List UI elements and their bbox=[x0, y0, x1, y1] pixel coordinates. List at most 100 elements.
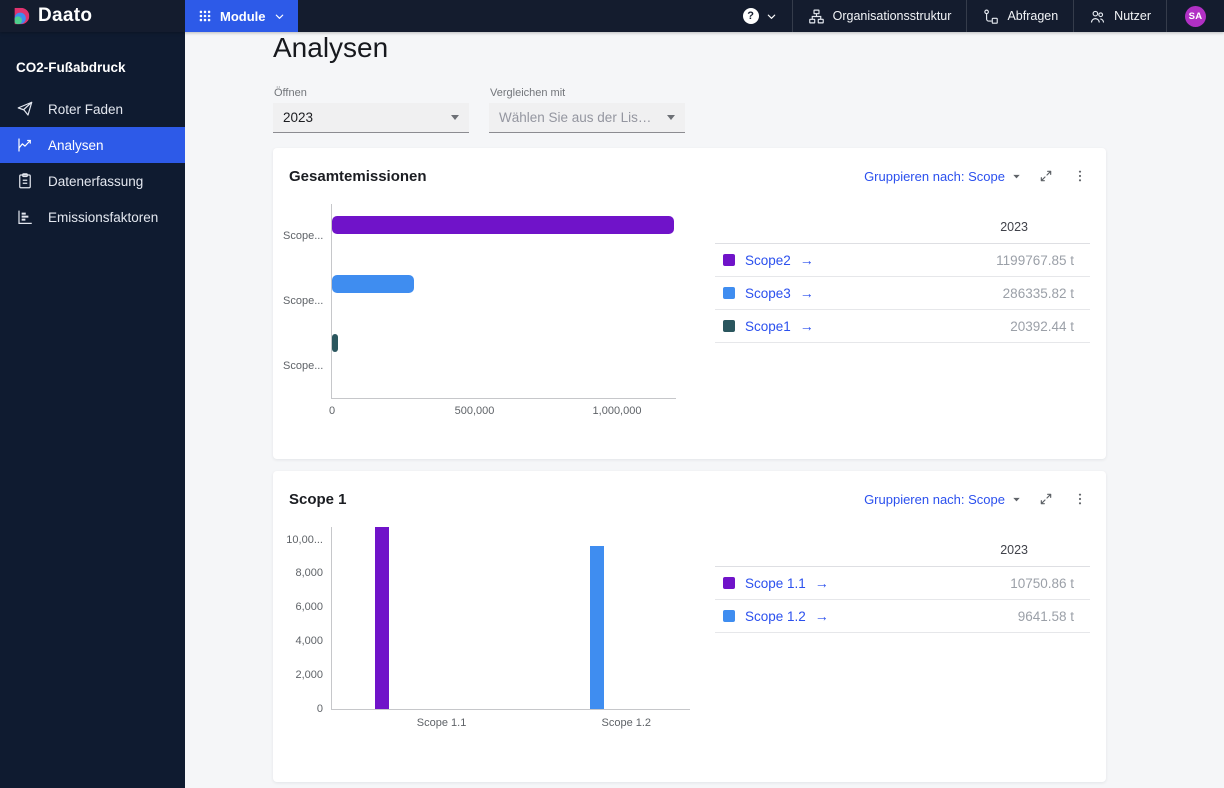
topnav-label: Abfragen bbox=[1007, 9, 1059, 23]
card-body: Scope 1.1 Scope 1.2 0 2,000 4,000 6,000 8,000 1… bbox=[286, 511, 1090, 729]
table-row-label: Scope 1.1 → bbox=[723, 575, 1010, 591]
avatar-cell: SA bbox=[1166, 0, 1224, 32]
caret-down-icon bbox=[1011, 171, 1022, 182]
sidebar-item-label: Emissionsfaktoren bbox=[48, 209, 159, 225]
card-body: Scope... Scope... Scope... 0 500,000 1,000,00… bbox=[283, 188, 1090, 417]
sidebar-item-label: Analysen bbox=[48, 137, 104, 153]
queries-icon bbox=[982, 8, 999, 25]
bar-scope-1-2[interactable] bbox=[589, 546, 604, 709]
topnav-organisationsstruktur[interactable]: Organisationsstruktur bbox=[791, 0, 967, 32]
series-link-scope1[interactable]: Scope1 → bbox=[745, 318, 814, 334]
card-actions: Gruppieren nach: Scope bbox=[864, 489, 1090, 509]
series-name: Scope3 bbox=[745, 285, 791, 301]
card-header: Scope 1 Gruppieren nach: Scope bbox=[289, 487, 1090, 511]
category-label: Scope 1.2 bbox=[601, 717, 652, 729]
line-chart-icon bbox=[16, 136, 34, 154]
help-menu[interactable]: ? bbox=[728, 0, 792, 32]
series-name: Scope2 bbox=[745, 252, 791, 268]
card-gesamtemissionen: Gesamtemissionen Gruppieren nach: Scope bbox=[273, 148, 1106, 459]
series-color-swatch bbox=[723, 287, 735, 299]
series-name: Scope 1.1 bbox=[745, 575, 806, 591]
daato-logo-icon bbox=[12, 7, 31, 26]
compare-select-placeholder: Wählen Sie aus der Liste a... bbox=[499, 110, 655, 125]
chart-container: Scope... Scope... Scope... 0 500,000 1,000,00… bbox=[283, 204, 709, 417]
group-by-dropdown[interactable]: Gruppieren nach: Scope bbox=[864, 169, 1022, 184]
table-year-header: 2023 bbox=[1000, 542, 1028, 557]
topnav-label: Organisationsstruktur bbox=[832, 9, 952, 23]
compare-field-label: Vergleichen mit bbox=[490, 87, 566, 99]
sidebar-item-roter-faden[interactable]: Roter Faden bbox=[0, 91, 185, 127]
caret-down-icon bbox=[451, 115, 459, 120]
help-icon: ? bbox=[742, 8, 759, 24]
brand-logo[interactable]: Daato bbox=[0, 0, 185, 32]
bar-scope-1-1[interactable] bbox=[374, 527, 389, 709]
x-axis-tick-label: 1,000,000 bbox=[592, 405, 642, 417]
sidebar-item-label: Roter Faden bbox=[48, 101, 124, 117]
y-axis-tick-label: 10,00... bbox=[286, 533, 323, 546]
series-link-scope3[interactable]: Scope3 → bbox=[745, 285, 814, 301]
page-title: Analysen bbox=[273, 32, 389, 63]
caret-down-icon bbox=[667, 115, 675, 120]
table-year-header: 2023 bbox=[1000, 219, 1028, 234]
series-link-scope2[interactable]: Scope2 → bbox=[745, 252, 814, 268]
topnav-abfragen[interactable]: Abfragen bbox=[966, 0, 1073, 32]
series-link-scope-1-2[interactable]: Scope 1.2 → bbox=[745, 608, 829, 624]
compare-select[interactable]: Wählen Sie aus der Liste a... bbox=[489, 103, 685, 133]
table-row: Scope2 → 1199767.85 t bbox=[715, 244, 1090, 277]
group-by-dropdown[interactable]: Gruppieren nach: Scope bbox=[864, 492, 1022, 507]
brand-name: Daato bbox=[38, 5, 93, 26]
hbar-chart-icon bbox=[16, 208, 34, 226]
table-header-row: 2023 bbox=[715, 533, 1090, 567]
open-field-label: Öffnen bbox=[274, 87, 307, 99]
series-value: 1199767.85 t bbox=[996, 252, 1074, 268]
avatar[interactable]: SA bbox=[1185, 5, 1206, 27]
table-row-label: Scope2 → bbox=[723, 252, 996, 268]
kebab-menu-button[interactable] bbox=[1070, 166, 1090, 186]
caret-down-icon bbox=[1011, 494, 1022, 505]
series-link-scope-1-1[interactable]: Scope 1.1 → bbox=[745, 575, 829, 591]
card-scope-1: Scope 1 Gruppieren nach: Scope Scope 1.1 bbox=[273, 471, 1106, 782]
sidebar-item-emissionsfaktoren[interactable]: Emissionsfaktoren bbox=[0, 199, 185, 235]
expand-button[interactable] bbox=[1036, 166, 1056, 186]
grid-icon bbox=[198, 9, 212, 23]
category-label: Scope... bbox=[283, 230, 324, 242]
series-color-swatch bbox=[723, 320, 735, 332]
series-color-swatch bbox=[723, 610, 735, 622]
gesamtemissionen-bar-chart: Scope... Scope... Scope... 0 500,000 1,000,00… bbox=[283, 204, 676, 417]
y-axis-tick-label: 4,000 bbox=[295, 635, 323, 648]
kebab-menu-button[interactable] bbox=[1070, 489, 1090, 509]
table-row: Scope 1.2 → 9641.58 t bbox=[715, 600, 1090, 633]
series-value: 10750.86 t bbox=[1010, 575, 1074, 591]
sidebar: CO2-Fußabdruck Roter Faden Analysen Datene… bbox=[0, 32, 185, 788]
table-header-row: 2023 bbox=[715, 210, 1090, 244]
open-select-value: 2023 bbox=[283, 110, 314, 125]
arrow-right-icon: → bbox=[799, 252, 814, 268]
scope-1-table: 2023 Scope 1.1 → 10750.86 t Scope 1.2 → 9641.5… bbox=[715, 533, 1090, 710]
send-icon bbox=[16, 100, 34, 118]
category-label: Scope 1.1 bbox=[416, 717, 467, 729]
x-axis-tick-label: 500,000 bbox=[454, 405, 495, 417]
table-row-label: Scope 1.2 → bbox=[723, 608, 1018, 624]
y-axis-tick-label: 0 bbox=[316, 703, 323, 715]
bar-scope2[interactable] bbox=[332, 216, 674, 234]
bar-scope3[interactable] bbox=[332, 275, 414, 293]
x-axis-tick-label: 0 bbox=[328, 405, 336, 417]
topnav-nutzer[interactable]: Nutzer bbox=[1073, 0, 1166, 32]
module-label: Module bbox=[220, 8, 266, 24]
card-title: Scope 1 bbox=[289, 490, 347, 508]
topbar-nav: Organisationsstruktur Abfragen Nutzer bbox=[791, 0, 1166, 32]
category-label: Scope... bbox=[283, 295, 324, 307]
table-row: Scope3 → 286335.82 t bbox=[715, 277, 1090, 310]
module-menu-button[interactable]: Module bbox=[185, 0, 298, 32]
users-icon bbox=[1089, 8, 1106, 25]
y-axis-tick-label: 8,000 bbox=[295, 567, 323, 580]
sidebar-item-analysen[interactable]: Analysen bbox=[0, 127, 185, 163]
compare-field: Vergleichen mit Wählen Sie aus der Liste… bbox=[489, 87, 685, 133]
topbar-right: ? Organisationsstruktur Abfragen Nutzer SA bbox=[728, 0, 1224, 32]
arrow-right-icon: → bbox=[799, 285, 814, 301]
group-by-label: Gruppieren nach: Scope bbox=[864, 491, 1005, 507]
bar-scope1[interactable] bbox=[332, 334, 338, 352]
expand-button[interactable] bbox=[1036, 489, 1056, 509]
sidebar-item-datenerfassung[interactable]: Datenerfassung bbox=[0, 163, 185, 199]
open-select[interactable]: 2023 bbox=[273, 103, 469, 133]
